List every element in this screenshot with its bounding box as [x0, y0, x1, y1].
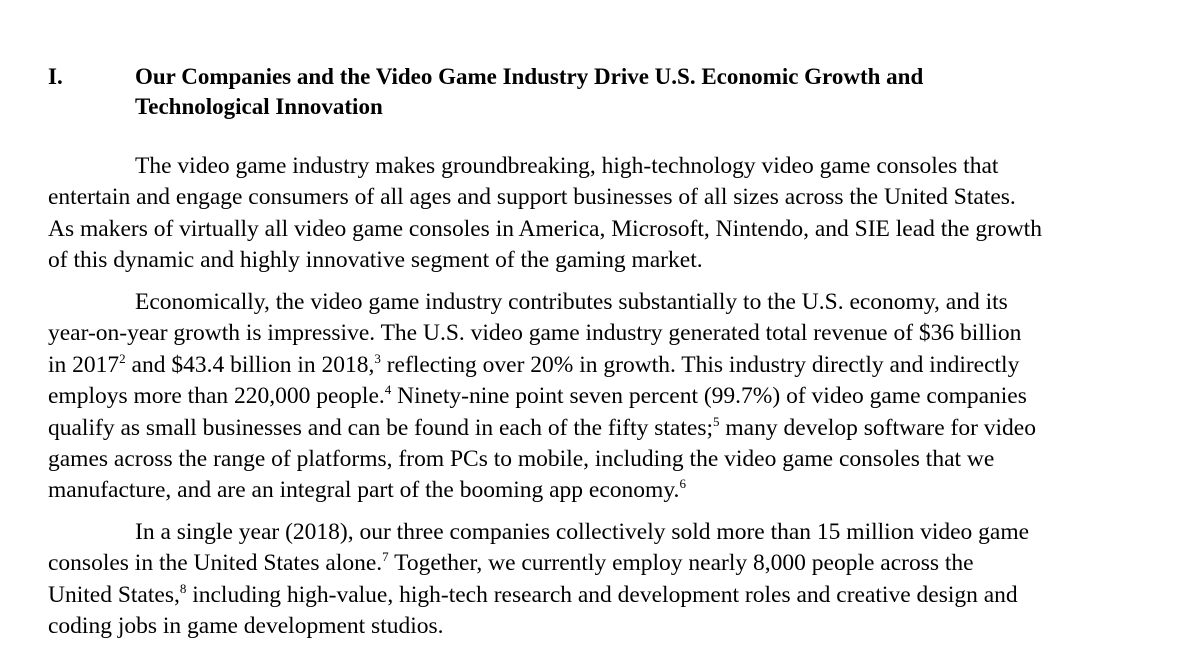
- footnote-ref-7: 7: [382, 549, 389, 565]
- paragraph-2-text: manufacture, and are an integral part of…: [48, 477, 680, 504]
- paragraph-2-line-5: qualify as small businesses and can be f…: [48, 413, 1178, 444]
- section-number: I.: [48, 64, 63, 89]
- footnote-ref-5: 5: [713, 413, 720, 429]
- paragraph-1: The video game industry makes groundbrea…: [48, 151, 1178, 277]
- paragraph-1-line-2: entertain and engage consumers of all ag…: [48, 184, 1016, 211]
- paragraph-3-text: United States,: [48, 581, 180, 608]
- paragraph-3-text: Together, we currently employ nearly 8,0…: [388, 550, 974, 577]
- section-title-line-2: Technological Innovation: [135, 94, 383, 119]
- paragraph-3: In a single year (2018), our three compa…: [48, 517, 1178, 643]
- paragraph-2-text: many develop software for video: [719, 414, 1036, 441]
- footnote-ref-4: 4: [384, 382, 392, 398]
- paragraph-2: Economically, the video game industry co…: [48, 287, 1178, 507]
- paragraph-2-text: employs more than 220,000 people.: [48, 383, 385, 410]
- paragraph-1-line-3: As makers of virtually all video game co…: [48, 215, 1042, 242]
- paragraph-2-text: and $43.4 billion in 2018,: [125, 351, 375, 378]
- footnote-ref-2: 2: [119, 350, 126, 366]
- paragraph-2-text: qualify as small businesses and can be f…: [48, 414, 713, 441]
- paragraph-2-line-7: manufacture, and are an integral part of…: [48, 475, 1178, 506]
- paragraph-1-line-1: The video game industry makes groundbrea…: [135, 153, 999, 179]
- footnote-ref-8: 8: [179, 580, 187, 596]
- paragraph-2-text: reflecting over 20% in growth. This indu…: [380, 351, 1020, 378]
- paragraph-3-text: consoles in the United States alone.: [48, 550, 383, 577]
- section-title-line-1: Our Companies and the Video Game Industr…: [135, 64, 924, 89]
- paragraph-2-line-4: employs more than 220,000 people.4 Ninet…: [48, 381, 1178, 412]
- paragraph-2-line-2: year-on-year growth is impressive. The U…: [48, 320, 1022, 347]
- footnote-ref-6: 6: [679, 476, 686, 492]
- section-title: Our Companies and the Video Game Industr…: [135, 62, 1135, 122]
- paragraph-2-text: Ninety-nine point seven percent (99.7%) …: [391, 383, 1027, 410]
- paragraph-3-line-2: consoles in the United States alone.7 To…: [48, 548, 1178, 579]
- paragraph-2-text: in 2017: [48, 351, 120, 378]
- footnote-ref-3: 3: [374, 350, 381, 366]
- paragraph-3-text: including high-value, high-tech research…: [186, 581, 1018, 608]
- paragraph-2-line-1: Economically, the video game industry co…: [135, 289, 1008, 315]
- paragraph-2-line-3: in 20172 and $43.4 billion in 2018,3 ref…: [48, 350, 1178, 381]
- paragraph-2-line-6: games across the range of platforms, fro…: [48, 446, 995, 473]
- paragraph-3-line-4: coding jobs in game development studios.: [48, 613, 444, 640]
- paragraph-3-line-3: United States,8 including high-value, hi…: [48, 580, 1178, 611]
- paragraph-1-line-4: of this dynamic and highly innovative se…: [48, 247, 703, 274]
- paragraph-3-line-1: In a single year (2018), our three compa…: [135, 519, 1030, 545]
